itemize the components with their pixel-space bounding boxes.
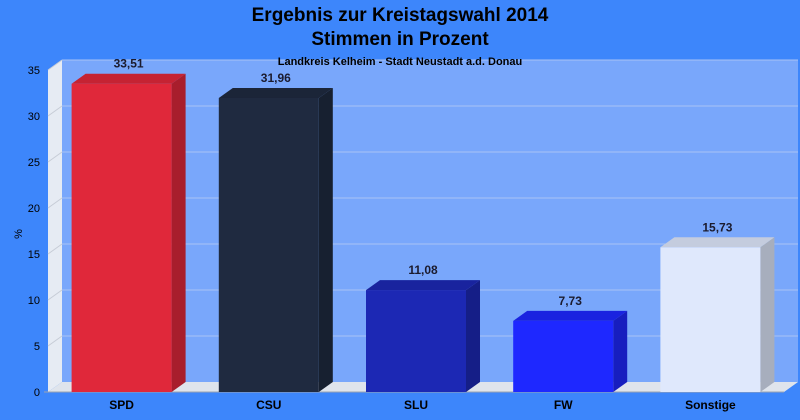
y-tick-label: 25 [28, 157, 40, 169]
bar-side [760, 237, 775, 392]
bar-value-label: 33,51 [114, 57, 144, 71]
y-tick-label: 20 [28, 203, 40, 215]
bar-value-label: 31,96 [261, 71, 291, 85]
gridline-side [47, 151, 63, 163]
chart-title-line-2: Stimmen in Prozent [311, 29, 489, 50]
bar-side [171, 73, 186, 392]
plot-left-wall [48, 60, 62, 392]
x-category-label: CSU [256, 398, 281, 412]
bar-top [660, 237, 775, 248]
x-axis-labels: SPD CSU SLU FW Sonstige [109, 398, 736, 412]
bar-value-label: 11,08 [408, 263, 438, 277]
y-axis-ticks: 0 5 10 15 20 25 30 35 [28, 65, 40, 399]
y-tick-label: 35 [28, 65, 40, 77]
gridline-side [47, 59, 63, 71]
x-category-label: FW [554, 398, 573, 412]
y-tick-label: 5 [34, 341, 40, 353]
y-axis-label: % [13, 229, 25, 239]
bar-top [366, 280, 480, 291]
y-tick-label: 30 [28, 111, 40, 123]
bar-value-label: 7,73 [559, 294, 583, 308]
x-category-label: Sonstige [685, 398, 736, 412]
bar [218, 97, 319, 392]
gridline-side [47, 335, 63, 347]
chart-title-block: Ergebnis zur Kreistagswahl 2014 Stimmen … [0, 4, 800, 70]
y-tick-label: 0 [34, 387, 40, 399]
gridline-side [47, 289, 63, 301]
bar-top [71, 73, 186, 84]
y-tick-label: 10 [28, 295, 40, 307]
bar-top [513, 310, 628, 321]
gridline-side [47, 105, 63, 117]
bars: 33,51 31,96 11,08 7,73 15,73 [71, 57, 775, 392]
bar [366, 290, 466, 392]
bar-side [318, 87, 333, 392]
bar-side [613, 310, 628, 392]
chart-title-line-1: Ergebnis zur Kreistagswahl 2014 [251, 5, 549, 26]
x-category-label: SPD [109, 398, 134, 412]
bar-value-label: 15,73 [702, 220, 732, 234]
bar [513, 320, 614, 392]
bar-side [466, 280, 480, 392]
bar-top [218, 87, 333, 98]
x-category-label: SLU [404, 398, 428, 412]
chart-subtitle: Landkreis Kelheim - Stadt Neustadt a.d. … [277, 56, 523, 68]
bar [71, 83, 172, 392]
bar [660, 247, 761, 392]
gridline-side [47, 197, 63, 209]
y-tick-label: 15 [28, 249, 40, 261]
gridline-side [47, 243, 63, 255]
